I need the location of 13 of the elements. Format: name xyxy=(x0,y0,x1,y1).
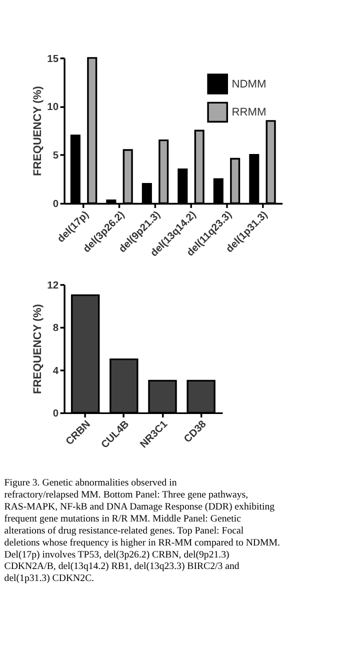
y-tick-label: 0 xyxy=(52,199,59,210)
y-axis-title: FREQUENCY (%) xyxy=(32,86,44,176)
y-tick-label: 8 xyxy=(52,323,59,334)
y-tick-label: 0 xyxy=(52,408,59,420)
y-tick-label: 12 xyxy=(47,280,59,292)
legend-label: RRMM xyxy=(232,106,266,119)
y-tick-label: 4 xyxy=(52,366,59,377)
y-tick-label: 5 xyxy=(52,150,59,162)
text: Figure 3. Genetic abnormalities observed in refractory/relapsed MM. Bottom Panel: Three gene pathways, RAS-MAPK, NF-kB and DNA Damage Response (DDR) exhibiting frequent gene mutations in R/R MM. Middle Panel: Genetic alterations of drug resistance-related genes. Top Panel: Focal deletions whose frequency is higher in RR-MM compared to NDMM. Del(17p) involves TP53, del(3p26.2) CRBN, del(9p21.3) CDKN2A/B, del(13q14.2) RB1, del(13q23.3) BIRC2/3 and del(1p31.3) CDKN2C. xyxy=(4,477,280,584)
y-tick-label: 15 xyxy=(47,54,59,65)
legend-label: NDMM xyxy=(232,78,266,90)
y-axis-title: FREQUENCY (%) xyxy=(32,304,44,394)
y-tick-label: 10 xyxy=(47,102,59,114)
